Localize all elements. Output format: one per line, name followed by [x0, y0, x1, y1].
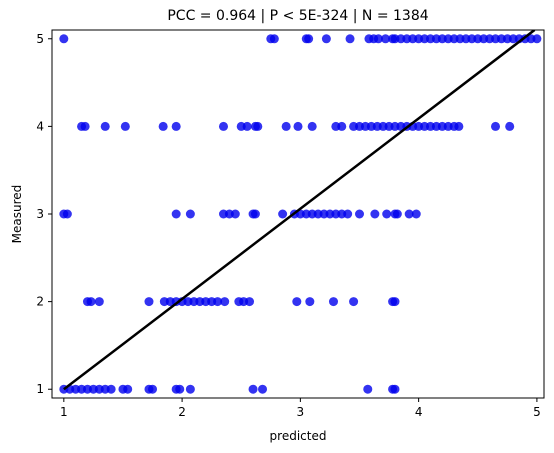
data-point: [218, 121, 228, 131]
data-point: [148, 384, 158, 394]
data-point: [491, 121, 501, 131]
data-point: [337, 121, 347, 131]
data-point: [505, 121, 515, 131]
data-point: [307, 121, 317, 131]
y-tick-label: 5: [36, 32, 44, 46]
data-point: [80, 121, 90, 131]
data-point: [171, 121, 181, 131]
y-tick-label: 2: [36, 295, 44, 309]
data-point: [278, 209, 288, 219]
regression-line: [63, 30, 536, 391]
x-tick-label: 2: [178, 405, 186, 419]
data-point: [250, 209, 260, 219]
data-point: [242, 121, 252, 131]
data-point: [144, 297, 154, 307]
data-point: [100, 121, 110, 131]
data-point: [321, 34, 331, 44]
x-tick-label: 5: [533, 405, 541, 419]
data-point: [404, 209, 414, 219]
data-point: [123, 384, 133, 394]
data-point: [59, 34, 69, 44]
data-point: [355, 209, 364, 219]
data-point: [390, 297, 400, 307]
y-axis-label: Measured: [10, 185, 24, 244]
data-point: [158, 121, 168, 131]
x-tick-label: 3: [297, 405, 305, 419]
x-tick-label: 1: [60, 405, 68, 419]
data-point: [171, 209, 181, 219]
data-point: [349, 297, 359, 307]
y-tick-label: 1: [36, 382, 44, 396]
data-point: [213, 297, 223, 307]
y-tick-label: 4: [36, 119, 44, 133]
data-point: [185, 209, 195, 219]
data-point: [392, 209, 402, 219]
data-point: [373, 34, 383, 44]
points-layer: [59, 34, 542, 394]
chart-title: PCC = 0.964 | P < 5E-324 | N = 1384: [167, 8, 428, 24]
data-point: [532, 34, 542, 44]
data-point: [305, 297, 315, 307]
data-point: [220, 297, 230, 307]
data-point: [411, 209, 421, 219]
data-point: [304, 34, 314, 44]
data-point: [230, 209, 240, 219]
data-point: [381, 34, 391, 44]
data-point: [328, 297, 338, 307]
data-point: [185, 384, 195, 394]
y-tick-label: 3: [36, 207, 44, 221]
data-point: [345, 34, 355, 44]
data-point: [62, 209, 72, 219]
data-point: [175, 384, 185, 394]
data-point: [253, 121, 263, 131]
data-point: [454, 121, 464, 131]
data-point: [390, 384, 400, 394]
data-point: [370, 209, 380, 219]
data-point: [94, 297, 104, 307]
data-point: [382, 209, 392, 219]
data-point: [245, 297, 255, 307]
data-point: [293, 121, 303, 131]
x-axis-ticks: 1 2 3 4 5: [60, 398, 541, 419]
data-point: [248, 384, 258, 394]
x-tick-label: 4: [415, 405, 423, 419]
data-point: [269, 34, 279, 44]
data-point: [363, 384, 373, 394]
data-point: [281, 121, 291, 131]
data-point: [343, 209, 353, 219]
y-axis-ticks: 1 2 3 4 5: [36, 32, 52, 396]
fit-line-layer: [63, 30, 536, 391]
data-point: [106, 384, 116, 394]
x-axis-label: predicted: [270, 429, 327, 443]
data-point: [292, 297, 302, 307]
data-point: [258, 384, 268, 394]
data-point: [86, 297, 96, 307]
data-point: [120, 121, 130, 131]
